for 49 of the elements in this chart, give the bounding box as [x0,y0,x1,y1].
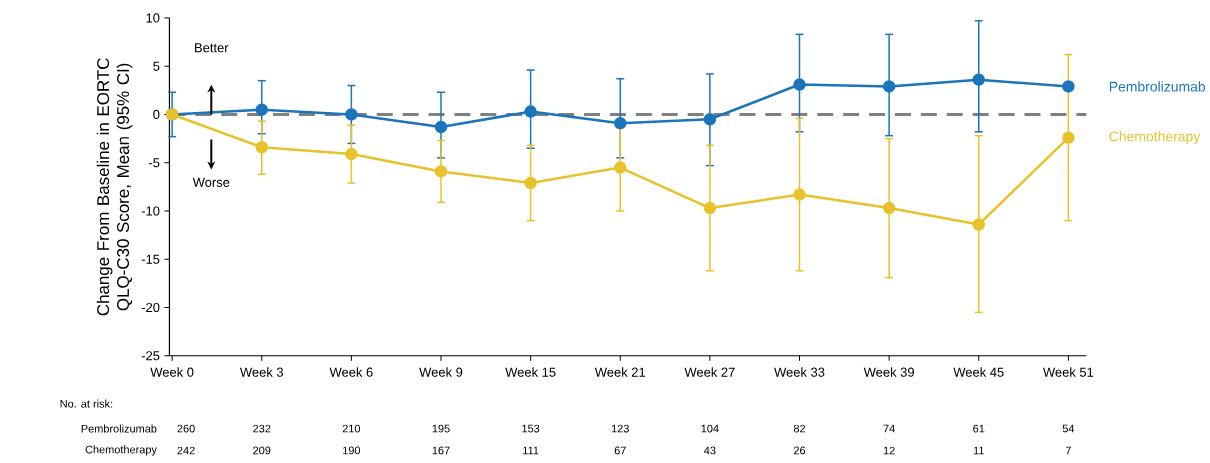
text: 26 [793,446,806,455]
y-tick-label: -20 [141,302,160,312]
text: Chemotherapy [85,445,157,456]
y-tick-label: -25 [141,350,160,361]
text: 54 [1062,424,1075,433]
text: 82 [793,424,806,433]
annotation: Better [195,43,229,53]
annotation: Worse [192,177,230,187]
text: 153 [522,424,540,433]
x-tick-label: Week 0 [150,367,194,377]
text: Chemotherapy [1109,130,1201,144]
text: 195 [432,424,450,433]
y-tick-label: -10 [141,206,160,216]
y-tick-label: 5 [153,61,160,71]
text: 242 [177,446,195,455]
text: Pembrolizumab [1109,81,1206,92]
x-tick-label: Week 6 [329,367,373,377]
x-tick-label: Week 9 [419,367,463,377]
text: 74 [883,424,895,433]
text: 7 [1065,446,1071,455]
text: 123 [611,424,629,433]
text: 11 [973,446,984,455]
x-tick-label: Week 21 [594,367,646,377]
text: 167 [432,446,450,455]
x-tick-label: Week 3 [239,367,284,377]
y-tick-label: -15 [141,254,160,264]
y-tick-label: 0 [153,109,160,119]
text: 61 [973,424,985,433]
y-axis-title: Change From Baseline in EORTC QLQ-C30 Score, Mean (95% CI) [96,58,133,316]
x-tick-label: Week 33 [774,367,825,377]
x-tick-label: Week 27 [684,367,735,377]
x-tick-label: Week 45 [953,367,1004,377]
text: 232 [253,424,271,433]
text: 260 [177,424,195,433]
text: 190 [343,446,361,455]
y-tick-label: 10 [146,13,160,23]
text: No. at risk: [60,399,113,408]
text: Pembrolizumab [81,424,157,433]
text: 43 [704,446,716,455]
x-tick-label: Week 51 [1042,367,1094,377]
text: 67 [614,446,626,455]
text: 104 [701,424,719,433]
text: 209 [253,446,271,455]
y-tick-label: -5 [149,158,160,168]
text: 111 [523,446,539,455]
text: 12 [883,446,895,455]
text: 210 [342,424,361,433]
x-tick-label: Week 15 [505,367,556,377]
x-tick-label: Week 39 [863,367,914,377]
